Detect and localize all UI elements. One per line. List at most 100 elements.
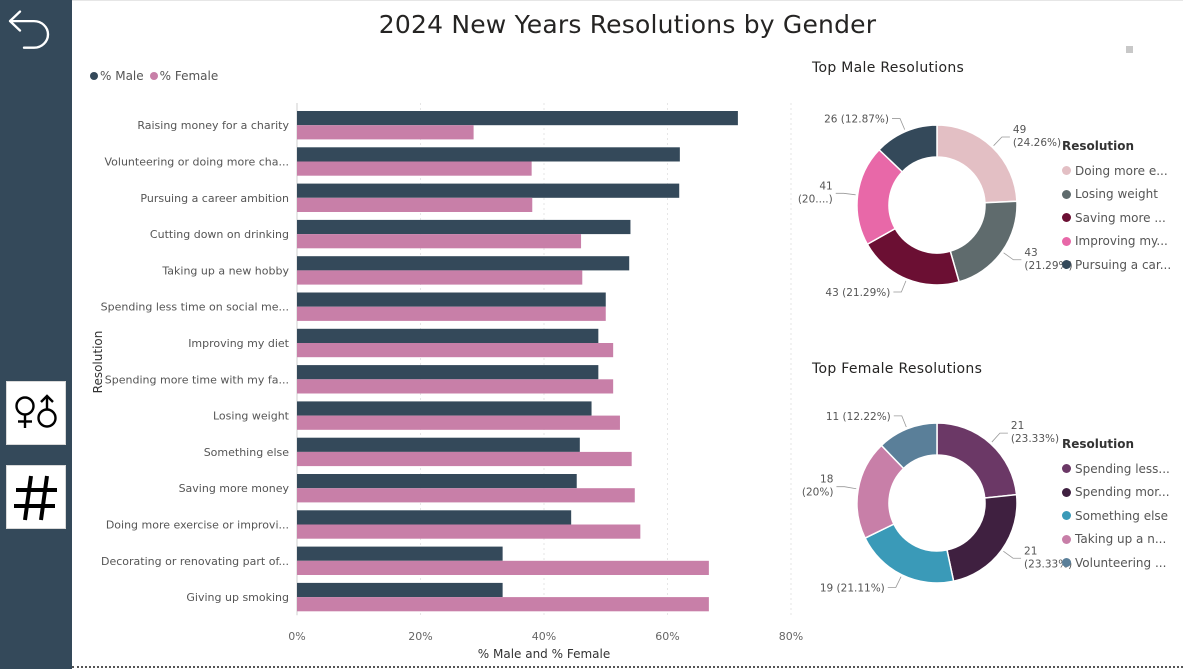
gender-view-button[interactable] — [6, 381, 66, 445]
legend-swatch — [1062, 534, 1071, 544]
legend-item[interactable]: Taking up a n... — [1062, 528, 1170, 552]
leader-line — [892, 118, 906, 130]
bar-female[interactable] — [297, 524, 641, 539]
legend-swatch — [1062, 511, 1071, 521]
legend-item[interactable]: Volunteering ... — [1062, 551, 1170, 575]
y-tick-label: Saving more money — [179, 482, 290, 495]
legend-item[interactable]: Saving more ... — [1062, 206, 1171, 230]
donut-slice[interactable] — [878, 124, 938, 173]
bar-male[interactable] — [297, 111, 738, 126]
bar-male[interactable] — [297, 437, 580, 452]
bar-female[interactable] — [297, 270, 583, 285]
slice-value-label: 19 (21.11%) — [820, 582, 885, 594]
legend-female[interactable]: % Female — [149, 69, 218, 83]
y-tick-label: Something else — [204, 446, 290, 459]
bar-male[interactable] — [297, 147, 680, 162]
donut-slice[interactable] — [936, 422, 1018, 499]
legend-item[interactable]: Spending mor... — [1062, 481, 1170, 505]
donut-slice[interactable] — [949, 200, 1018, 283]
y-tick-label: Giving up smoking — [186, 591, 289, 604]
bar-female[interactable] — [297, 197, 533, 212]
sidebar — [0, 0, 72, 669]
bar-male[interactable] — [297, 183, 680, 198]
x-tick-label: 80% — [779, 630, 803, 643]
leader-line — [893, 415, 907, 428]
bar-female[interactable] — [297, 234, 582, 249]
bar-female[interactable] — [297, 379, 614, 394]
bar-male[interactable] — [297, 256, 630, 271]
legend-label: Spending less... — [1075, 461, 1170, 476]
legend-swatch — [1062, 487, 1071, 497]
bar-male[interactable] — [297, 510, 572, 525]
legend-item[interactable]: Losing weight — [1062, 183, 1171, 207]
leader-line — [991, 432, 1008, 443]
y-tick-label: Taking up a new hobby — [161, 264, 289, 277]
bar-female[interactable] — [297, 161, 532, 176]
legend-swatch — [1062, 189, 1071, 199]
legend-male-label: % Male — [100, 69, 144, 83]
gender-symbols-icon — [15, 394, 57, 428]
legend-label: Losing weight — [1075, 187, 1158, 202]
y-tick-label: Pursuing a career ambition — [140, 192, 289, 205]
x-axis-title: % Male and % Female — [478, 647, 610, 661]
y-tick-label: Volunteering or doing more cha... — [105, 156, 290, 169]
leader-line — [1003, 550, 1022, 559]
legend-label: Something else — [1075, 508, 1169, 523]
back-button[interactable] — [4, 6, 52, 52]
bar-male[interactable] — [297, 546, 503, 561]
count-view-button[interactable] — [6, 465, 66, 529]
slice-percent-label: (23.33%) — [1024, 558, 1072, 570]
slice-value-label: 11 (12.22%) — [826, 411, 891, 423]
slice-value-label: 18 — [820, 474, 833, 486]
y-tick-label: Doing more exercise or improvi... — [106, 519, 289, 532]
donut-slice[interactable] — [864, 523, 955, 584]
bar-female[interactable] — [297, 560, 709, 575]
bar-female[interactable] — [297, 415, 620, 430]
legend-swatch — [1062, 464, 1071, 474]
bar-male[interactable] — [297, 582, 503, 598]
focus-mode-icon[interactable] — [1126, 46, 1133, 53]
male-donut-title: Top Male Resolutions — [812, 60, 965, 76]
bar-legend: % Male % Female — [90, 69, 218, 83]
bar-female[interactable] — [297, 597, 709, 612]
bar-female[interactable] — [297, 125, 474, 140]
legend-label: Taking up a n... — [1075, 532, 1167, 547]
bar-female[interactable] — [297, 451, 632, 467]
legend-item[interactable]: Pursuing a car... — [1062, 253, 1171, 277]
y-tick-label: Spending more time with my fa... — [105, 373, 289, 386]
legend-item[interactable]: Doing more e... — [1062, 159, 1171, 183]
donut-slice[interactable] — [880, 422, 938, 470]
slice-percent-label: (24.26%) — [1013, 137, 1061, 149]
bar-female[interactable] — [297, 306, 606, 321]
bar-male[interactable] — [297, 474, 577, 489]
slice-percent-label: (20%) — [802, 487, 834, 499]
legend-item[interactable]: Something else — [1062, 504, 1170, 528]
y-tick-label: Decorating or renovating part of... — [101, 555, 289, 568]
bar-female[interactable] — [297, 488, 635, 503]
y-axis-title: Resolution — [91, 331, 105, 394]
donut-slice[interactable] — [946, 493, 1018, 583]
bar-male[interactable] — [297, 365, 599, 380]
bar-female[interactable] — [297, 343, 614, 358]
y-tick-label: Losing weight — [213, 410, 290, 423]
x-tick-label: 60% — [655, 630, 679, 643]
y-tick-label: Cutting down on drinking — [150, 228, 289, 241]
leader-line — [1003, 252, 1022, 261]
bar-male[interactable] — [297, 292, 606, 307]
leader-line — [893, 280, 907, 293]
male-donut-chart: 49(24.26%) 43(21.29%) 43 (21.29%) 41(20....… — [798, 114, 1073, 299]
x-tick-label: 40% — [532, 630, 556, 643]
female-donut-title: Top Female Resolutions — [812, 361, 983, 377]
bar-male[interactable] — [297, 401, 592, 416]
back-arrow-icon — [8, 10, 50, 49]
legend-label: Pursuing a car... — [1075, 257, 1172, 272]
legend-item[interactable]: Spending less... — [1062, 457, 1170, 481]
bar-male[interactable] — [297, 219, 631, 235]
bar-male[interactable] — [297, 328, 599, 343]
y-tick-label: Raising money for a charity — [137, 119, 289, 132]
legend-item[interactable]: Improving my... — [1062, 230, 1171, 254]
legend-male[interactable]: % Male — [90, 69, 144, 83]
top-border — [72, 0, 1183, 1]
slice-percent-label: (20....) — [798, 193, 833, 205]
slice-value-label: 21 — [1024, 545, 1037, 557]
